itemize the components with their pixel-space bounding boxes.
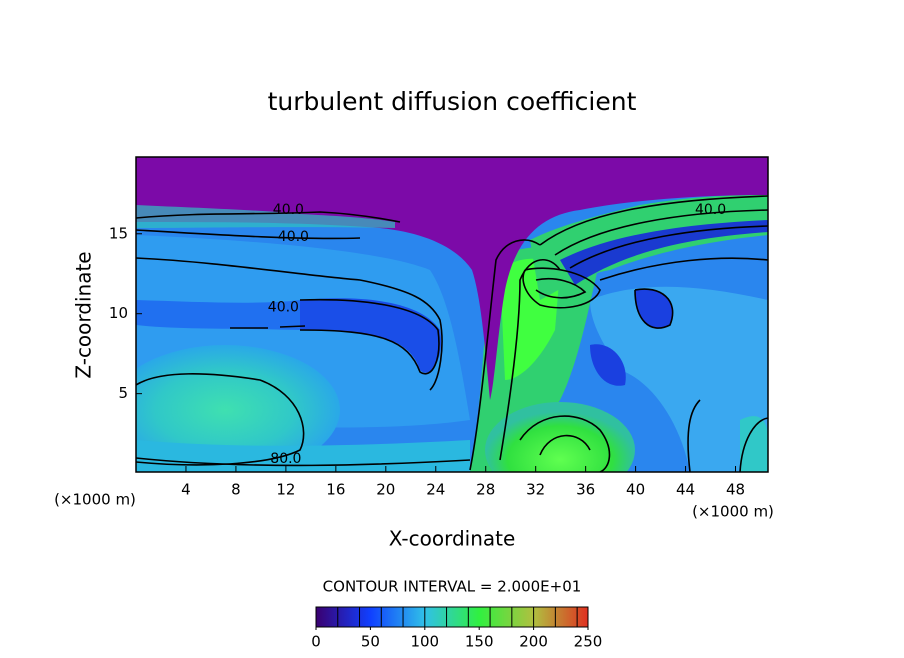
contour-label: 40.0 [268,299,299,315]
colorbar [316,607,588,627]
x-tick-label: 40 [626,481,645,499]
colorbar-tick-label: 200 [519,633,548,651]
x-tick-label: 16 [326,481,345,499]
colorbar-tick-label: 50 [361,633,380,651]
colorbar-tick-label: 250 [574,633,603,651]
y-tick-label: 15 [109,224,128,242]
contour-label: 40.0 [278,229,309,245]
colorbar-frame [315,606,589,628]
y-tick-label: 10 [109,304,128,322]
colorbar-tick-label: 100 [410,633,439,651]
colorbar-tick-label: 150 [465,633,494,651]
x-axis-label: X-coordinate [389,527,516,551]
plot-frame [135,156,769,473]
contour-label: 80.0 [270,451,301,467]
x-tick-label: 4 [181,481,191,499]
x-unit-label: (×1000 m) [54,491,136,509]
y-axis-label: Z-coordinate [72,251,96,378]
x-tick-label: 8 [231,481,241,499]
chart-title: turbulent diffusion coefficient [268,87,637,116]
x-tick-label: 32 [526,481,545,499]
x-tick-label: 20 [376,481,395,499]
y-tick-label: 5 [118,384,128,402]
contour-interval: CONTOUR INTERVAL = 2.000E+01 [323,578,582,596]
x-tick-label: 28 [476,481,495,499]
contour-field [136,157,768,472]
contour-label: 40.0 [695,202,726,218]
contour-label: 40.0 [273,202,304,218]
x-tick-label: 44 [676,481,695,499]
x-tick-label: 24 [426,481,445,499]
x-tick-label: 48 [726,481,745,499]
x-unit-label: (×1000 m) [692,503,774,521]
x-tick-label: 12 [276,481,295,499]
x-tick-label: 36 [576,481,595,499]
colorbar-tick-label: 0 [311,633,321,651]
